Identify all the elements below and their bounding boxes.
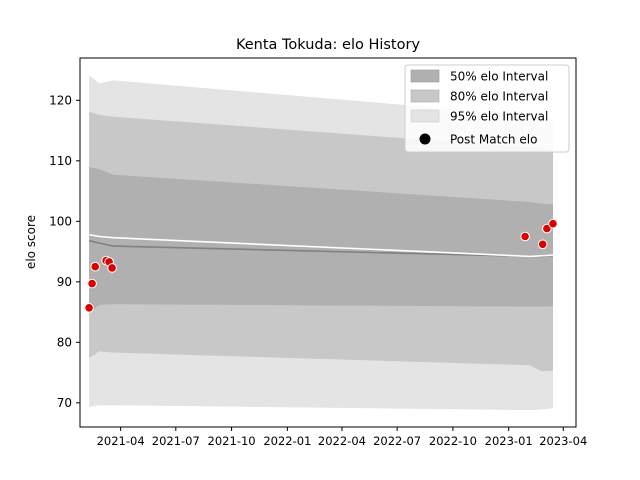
- y-tick-label-5: 120: [49, 93, 72, 107]
- x-tick-label-8: 2023-04: [539, 434, 587, 448]
- x-tick-label-4: 2022-04: [318, 434, 366, 448]
- y-tick-label-4: 110: [49, 154, 72, 168]
- y-axis: 70 80 90 100 110 120: [49, 93, 80, 410]
- post-match-point-8: [542, 223, 552, 234]
- legend-swatch-80: [410, 89, 440, 103]
- x-tick-label-7: 2023-01: [485, 434, 533, 448]
- x-tick-label-0: 2021-04: [97, 434, 145, 448]
- legend-label-80: 80% elo Interval: [450, 90, 548, 104]
- post-match-point-0: [84, 303, 94, 313]
- plot-frame: [79, 57, 577, 428]
- x-tick-label-1: 2021-07: [152, 434, 200, 448]
- legend-swatch-95: [410, 109, 440, 123]
- post-match-point-2: [90, 261, 100, 272]
- chart-title: Kenta Tokuda: elo History: [236, 37, 421, 53]
- band-50-area: [89, 166, 553, 314]
- y-tick-label-2: 90: [57, 275, 72, 289]
- median-line: [88, 233, 554, 258]
- y-axis-label: elo score: [24, 215, 38, 269]
- y-tick-label-1: 80: [57, 335, 72, 349]
- legend-swatch-50: [410, 69, 440, 83]
- post-match-point-5: [107, 263, 117, 273]
- elo-lines: [88, 233, 554, 258]
- legend-label-50: 50% elo Interval: [450, 70, 548, 84]
- post-match-point-7: [537, 239, 548, 250]
- legend: 50% elo Interval 80% elo Interval 95% el…: [404, 64, 570, 153]
- post-match-point-9: [548, 218, 558, 229]
- legend-marker-points: [419, 133, 431, 145]
- post-match-point-6: [520, 231, 530, 242]
- x-axis: 2021-04 2021-07 2021-10 2022-01 2022-04 2022-…: [97, 427, 587, 448]
- y-tick-label-0: 70: [57, 396, 72, 410]
- legend-frame: [404, 64, 570, 153]
- legend-label-points: Post Match elo: [450, 133, 537, 147]
- y-tick-label-3: 100: [49, 214, 72, 228]
- x-tick-label-3: 2022-01: [263, 434, 311, 448]
- x-tick-label-6: 2022-10: [429, 434, 477, 448]
- post-match-points: [84, 218, 558, 313]
- x-tick-label-5: 2022-07: [373, 434, 421, 448]
- post-match-point-1: [87, 278, 97, 289]
- legend-label-95: 95% elo Interval: [450, 110, 548, 124]
- interval-bands: [89, 75, 553, 411]
- x-tick-label-2: 2021-10: [208, 434, 256, 448]
